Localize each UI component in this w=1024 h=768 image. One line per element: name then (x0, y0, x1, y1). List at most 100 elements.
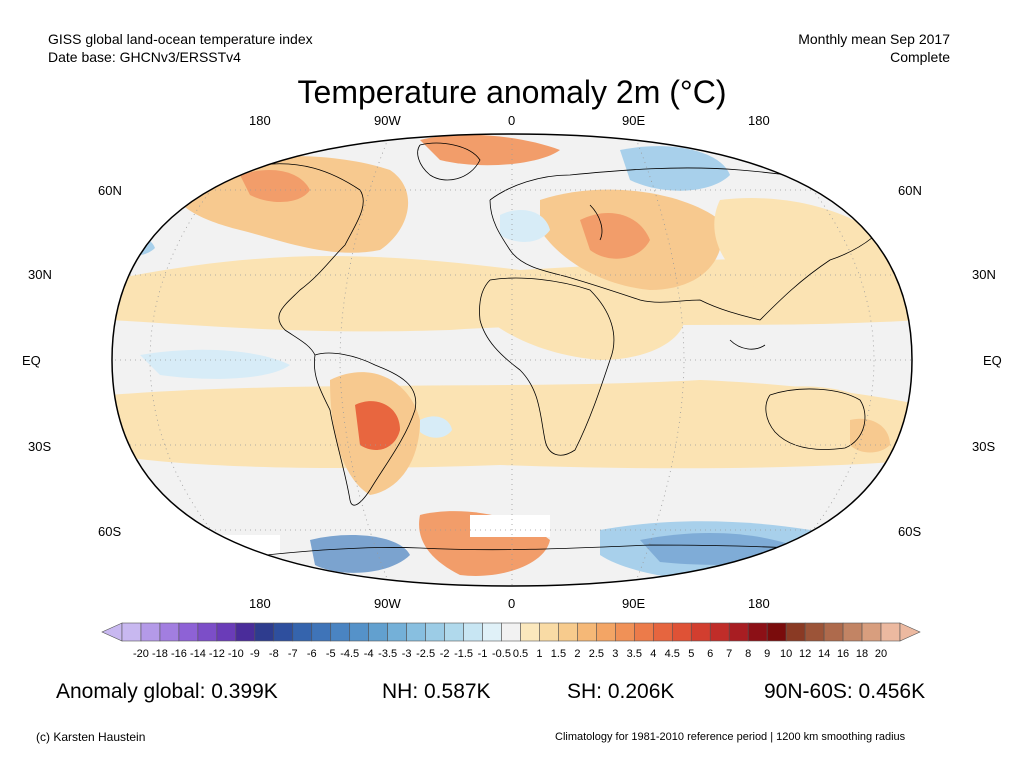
colorbar-cell (254, 622, 275, 642)
colorbar-tick-label: 2 (574, 648, 581, 660)
colorbar-tick-label: 1.5 (550, 648, 567, 660)
colorbar-tick-label: 3.5 (626, 648, 642, 660)
lon-label-top-180e: 180 (748, 113, 770, 128)
colorbar-cell (615, 622, 635, 642)
colorbar-cell (671, 622, 692, 642)
cool-equatorial-pacific (140, 349, 290, 379)
cool-europe (500, 210, 550, 242)
colorbar-cell (463, 622, 483, 642)
colorbar-cell (197, 622, 218, 642)
colorbar-cell (653, 622, 673, 642)
colorbar-cell (501, 622, 521, 642)
coast-eurasia (489, 167, 901, 321)
coast-caspian (589, 204, 603, 241)
colorbar-cell (747, 622, 768, 642)
colorbar-cell (482, 622, 502, 642)
colorbar-tick-label: -20 (133, 648, 149, 660)
colorbar-tick-label: 10 (780, 648, 793, 660)
warm-south-america-core (355, 401, 400, 450)
colorbar-cell (159, 622, 180, 642)
lon-label-top-0: 0 (508, 113, 516, 128)
coastlines (149, 142, 901, 571)
coast-indonesia (729, 339, 766, 350)
colorbar-tick-label: -16 (170, 648, 187, 660)
colorbar-cells (101, 622, 921, 642)
colorbar-tick-label: -12 (208, 648, 225, 660)
coast-greenland (417, 142, 481, 181)
completeness-label: Complete (890, 49, 950, 65)
colorbar-tick-label: -7 (287, 648, 298, 660)
lon-label-bottom-90w: 90W (374, 596, 401, 611)
colorbar-tick-label: 20 (874, 648, 888, 660)
lat-label-left-30n: 30N (28, 267, 52, 282)
colorbar-tick-label: 1 (536, 648, 543, 660)
warm-band-south (112, 380, 912, 469)
lat-label-right-60n: 60N (898, 183, 922, 198)
warm-tasman (850, 418, 890, 453)
colorbar-tick-label: -8 (268, 648, 279, 660)
colorbar-tick-label: 5 (688, 648, 695, 660)
lat-label-right-30s: 30S (972, 439, 996, 454)
colorbar-cell (425, 622, 445, 642)
colorbar-cell (709, 622, 730, 642)
colorbar-tick-label: 7 (726, 648, 733, 660)
header-right: Monthly mean Sep 2017 Complete (798, 30, 950, 66)
lon-label-top-90w: 90W (374, 113, 401, 128)
cool-ross-sea (310, 535, 410, 573)
colorbar-cell (311, 622, 332, 642)
coast-antarctica (149, 544, 881, 571)
lon-label-bottom-180w: 180 (249, 596, 271, 611)
colorbar-tick-label: -3.5 (378, 648, 398, 660)
colorbar-tick-label: -1.5 (454, 648, 474, 660)
colorbar-cell (292, 622, 313, 642)
colorbar-cell (785, 622, 806, 642)
warm-central-asia (580, 212, 650, 259)
colorbar-tick-label: 16 (836, 648, 850, 660)
warm-africa-middle-east (470, 279, 686, 360)
colorbar-cell (387, 622, 407, 642)
warm-east-asia (714, 198, 900, 294)
colorbar-tick-label: -10 (227, 648, 244, 660)
lat-label-right-60s: 60S (898, 524, 922, 539)
graticule (112, 134, 912, 586)
lon-label-top-90e: 90E (622, 113, 646, 128)
lat-label-left-60s: 60S (98, 524, 122, 539)
colorbar-cell (596, 622, 616, 642)
stat-sh: SH: 0.206K (567, 680, 675, 703)
colorbar-cell (823, 622, 844, 642)
colorbar-tick-label: -4 (363, 648, 374, 660)
colorbar-tick-label: 12 (798, 648, 812, 660)
colorbar-tick-label: -1 (477, 648, 488, 660)
colorbar-cell (368, 622, 388, 642)
colorbar-tick-label: -4.5 (340, 648, 360, 660)
lon-label-bottom-90e: 90E (622, 596, 646, 611)
colorbar-cell (216, 622, 237, 642)
colorbar-tick-label: 9 (764, 648, 771, 660)
map-title: Temperature anomaly 2m (°C) (297, 74, 727, 110)
coast-australia (765, 388, 866, 450)
colorbar-arrow-right (899, 622, 921, 642)
lat-label-left-60n: 60N (98, 183, 122, 198)
lon-label-top-180w: 180 (249, 113, 271, 128)
colorbar-tick-label: -18 (151, 648, 168, 660)
colorbar-cell (444, 622, 464, 642)
colorbar-cell (690, 622, 711, 642)
stat-global: Anomaly global: 0.399K (56, 680, 278, 703)
lon-label-bottom-180e: 180 (748, 596, 770, 611)
lat-label-left-30s: 30S (28, 439, 52, 454)
colorbar-cell (273, 622, 294, 642)
missing-data-weddell (470, 515, 550, 537)
colorbar-tick-label: -3 (401, 648, 412, 660)
colorbar-tick-label: 14 (817, 648, 831, 660)
lat-label-right-eq: EQ (983, 353, 1002, 368)
lat-label-left-eq: EQ (22, 353, 41, 368)
colorbar-cell (349, 622, 369, 642)
colorbar-cell (235, 622, 256, 642)
colorbar-tick-label: 18 (855, 648, 869, 660)
grid-lon-180w (149, 134, 263, 586)
lat-label-right-30n: 30N (972, 267, 996, 282)
colorbar-cell (577, 622, 597, 642)
colorbar-tick-label: 8 (745, 648, 752, 660)
colorbar-tick-label: -2 (439, 648, 450, 660)
